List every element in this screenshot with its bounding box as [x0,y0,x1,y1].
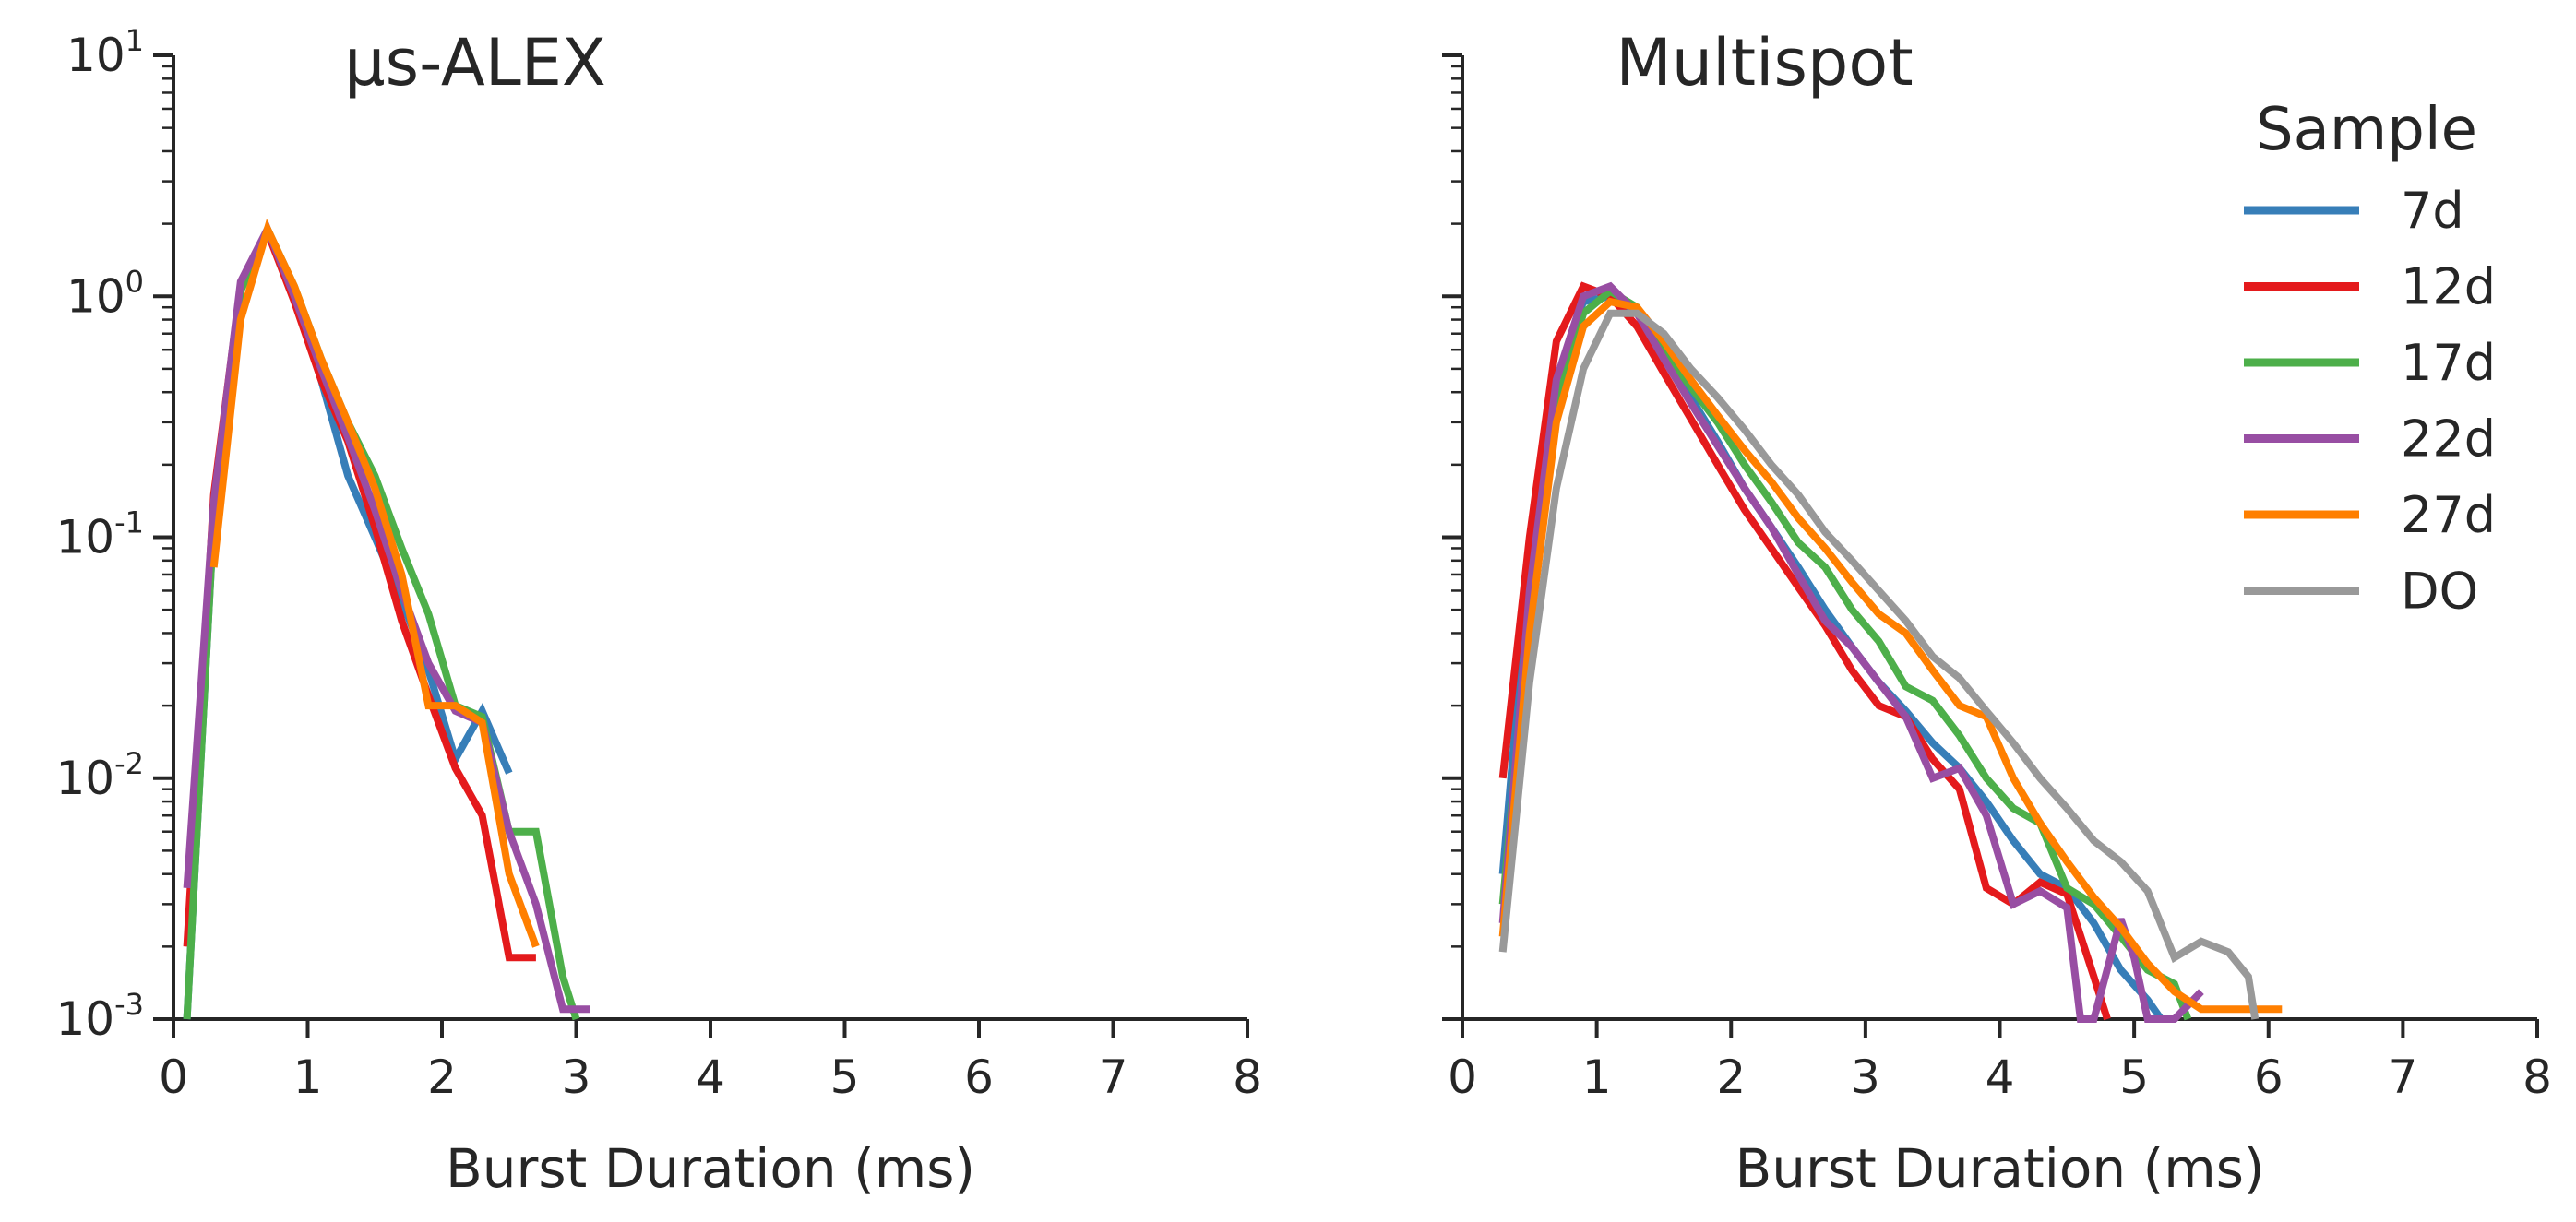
chart-title: µs-ALEX [344,25,606,101]
x-tick-label: 1 [293,1050,323,1104]
legend-label-12d: 12d [2401,258,2496,316]
legend-label-7d: 7d [2401,182,2464,240]
series-line-12d [1498,281,2111,1021]
x-tick-label: 6 [964,1050,994,1104]
y-tick-label: 10-2 [55,746,144,805]
x-tick-label: 8 [1233,1050,1262,1104]
series-line-27d [209,219,540,948]
panel-multispot: 0 1 2 3 4 5 6 7 8 Burst Duration (ms) Multispot [1442,25,2552,1200]
chart-title: Multispot [1616,25,1913,101]
x-tick-label: 1 [1582,1050,1612,1104]
x-axis-label: Burst Duration (ms) [446,1137,975,1200]
x-tick-label: 7 [2388,1050,2417,1104]
x-tick-label: 5 [2119,1050,2149,1104]
x-tick-label: 0 [1448,1050,1477,1104]
y-tick-label: 10-1 [55,505,144,564]
series-line-do [1498,309,2260,1020]
legend-label-17d: 17d [2401,334,2496,392]
series-line-7d [1498,292,2165,1022]
legend-label-27d: 27d [2401,486,2496,544]
x-tick-label: 3 [1851,1050,1880,1104]
x-tick-label: 7 [1099,1050,1128,1104]
x-tick-label: 4 [1986,1050,2015,1104]
x-tick-label: 0 [159,1050,188,1104]
legend-label-22d: 22d [2401,410,2496,469]
x-tick-label: 3 [562,1050,591,1104]
legend-title: Sample [2256,96,2477,164]
series-line-27d [1498,297,2283,1014]
x-tick-label: 2 [1716,1050,1746,1104]
x-tick-label: 5 [830,1050,860,1104]
x-tick-label: 8 [2522,1050,2552,1104]
y-tick-label: 100 [66,264,144,323]
y-tick-label: 101 [66,23,144,82]
legend-label-do: DO [2401,563,2478,621]
y-tick-label: 10-3 [55,987,144,1046]
legend: Sample 7d 12d 17d 22d 27d DO [2244,96,2496,621]
x-tick-label: 6 [2254,1050,2284,1104]
x-axis-label: Burst Duration (ms) [1735,1137,2264,1200]
x-tick-label: 4 [696,1050,725,1104]
x-tick-label: 2 [427,1050,457,1104]
series-line-22d [183,219,590,1014]
